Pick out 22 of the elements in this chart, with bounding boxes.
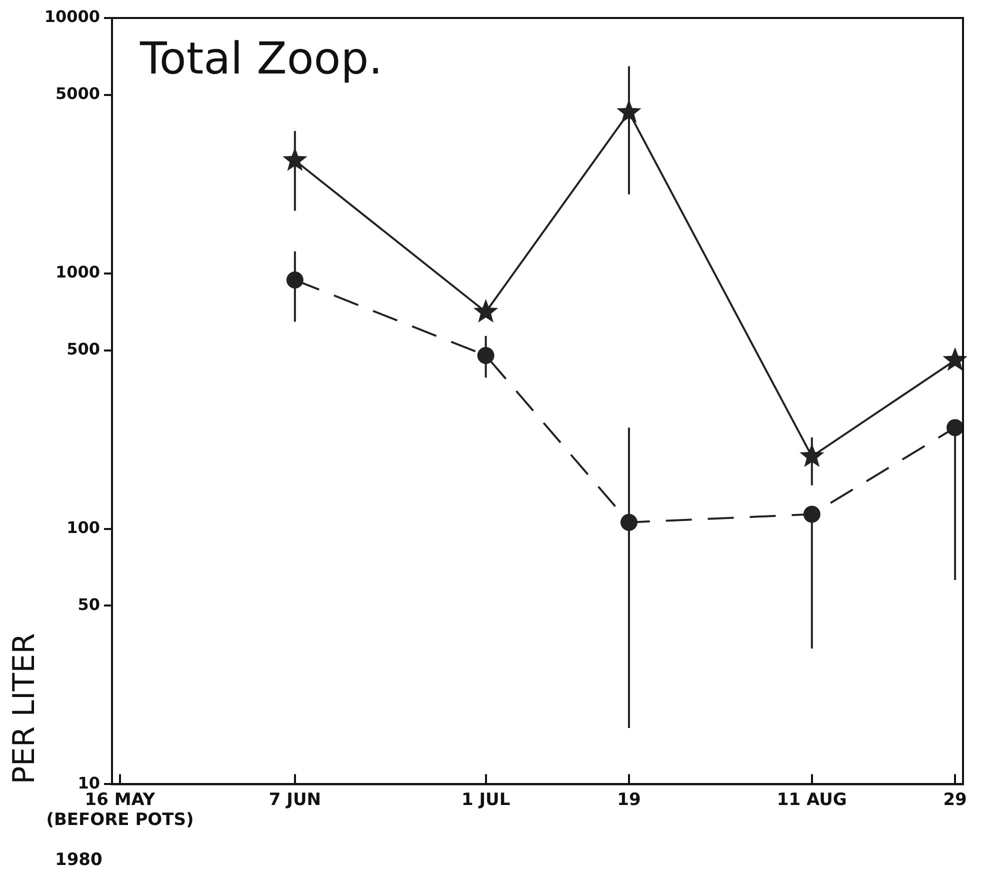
y-tick-label: 1000 <box>55 262 100 282</box>
x-tick-label: 7 JUN <box>268 790 321 810</box>
chart-title: Total Zoop. <box>139 33 383 84</box>
point <box>942 347 968 371</box>
x-tick-label: 19 <box>617 790 641 810</box>
text: 1980 <box>55 850 102 870</box>
y-tick-label: 100 <box>66 518 100 537</box>
y-tick-label: 50 <box>78 594 100 614</box>
x-tick-label: 29 <box>943 790 967 810</box>
y-tick-label: 10 <box>78 773 100 792</box>
x-tick-label: 11 AUG <box>776 790 847 810</box>
point <box>282 147 308 171</box>
x-tick-label: 16 MAY (BEFORE POTS) <box>46 790 194 830</box>
y-tick-label: 500 <box>66 339 100 358</box>
point <box>803 506 820 523</box>
point <box>946 419 964 436</box>
y-tick-label: 5000 <box>55 84 100 104</box>
y-axis-title: PER LITER <box>6 633 42 784</box>
point <box>473 299 498 323</box>
point <box>800 443 824 467</box>
x-tick-label: 1 JUL <box>461 790 510 810</box>
y-tick-label: 10000 <box>44 7 100 26</box>
